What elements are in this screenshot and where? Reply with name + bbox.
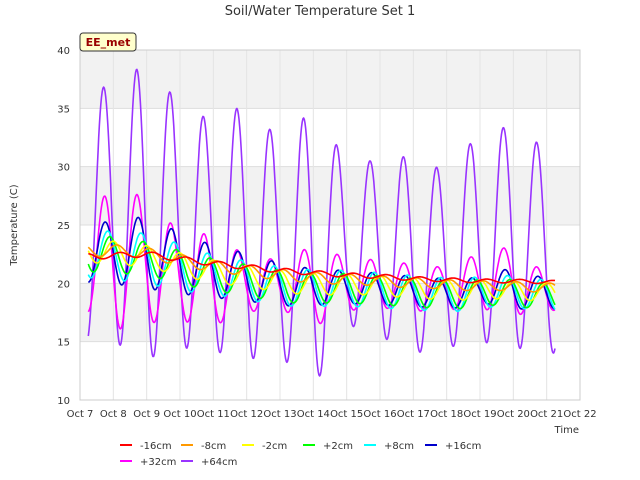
y-tick-label: 20 [57,279,70,290]
x-tick-label: Oct 16 [363,409,396,420]
legend-label: -2cm [262,441,287,452]
site-badge-label: EE_met [86,36,131,49]
site-badge: EE_met [79,32,137,52]
y-axis-label: Temperature (C) [9,184,20,266]
x-tick-label: Oct 10 [163,409,196,420]
legend-label: -8cm [201,441,226,452]
x-tick-label: Oct 14 [297,409,330,420]
x-tick-label: Oct 11 [197,409,230,420]
plot-band [80,50,580,109]
series-line--16cm [88,251,556,285]
y-tick-label: 40 [57,46,70,57]
legend-label: +16cm [445,441,481,452]
x-tick-label: Oct 12 [230,409,263,420]
x-tick-label: Oct 13 [263,409,296,420]
x-tick-label: Oct 21 [530,409,563,420]
x-tick-label: Oct 22 [563,409,596,420]
x-tick-label: Oct 8 [100,409,127,420]
plot-band [80,108,580,167]
series-line--8cm [87,244,556,293]
plot-band [80,283,580,342]
legend-label: +8cm [384,441,414,452]
legend-label: +2cm [323,441,353,452]
chart-title: Soil/Water Temperature Set 1 [225,4,416,19]
x-tick-label: Oct 15 [330,409,363,420]
y-tick-label: 25 [57,221,70,232]
x-tick-label: Oct 7 [67,409,94,420]
x-tick-label: Oct 19 [463,409,496,420]
y-tick-label: 35 [57,104,70,115]
x-axis-label: Time [554,425,579,436]
plot-band [80,341,580,400]
legend: -16cm -8cm -2cm +2cm +8cm +16cm +32cm +64cm [120,441,481,468]
legend-label: +32cm [140,457,176,468]
series-line-+64cm [87,68,556,377]
series-line-+32cm [87,193,556,330]
y-tick-label: 30 [57,163,70,174]
legend-label: -16cm [140,441,172,452]
legend-label: +64cm [201,457,237,468]
y-tick-label: 10 [57,396,70,407]
x-tick-label: Oct 18 [430,409,463,420]
y-tick-label: 15 [57,338,70,349]
plot-frame [79,49,581,401]
x-tick-label: Oct 9 [133,409,160,420]
x-tick-label: Oct 20 [497,409,530,420]
x-tick-label: Oct 17 [397,409,430,420]
